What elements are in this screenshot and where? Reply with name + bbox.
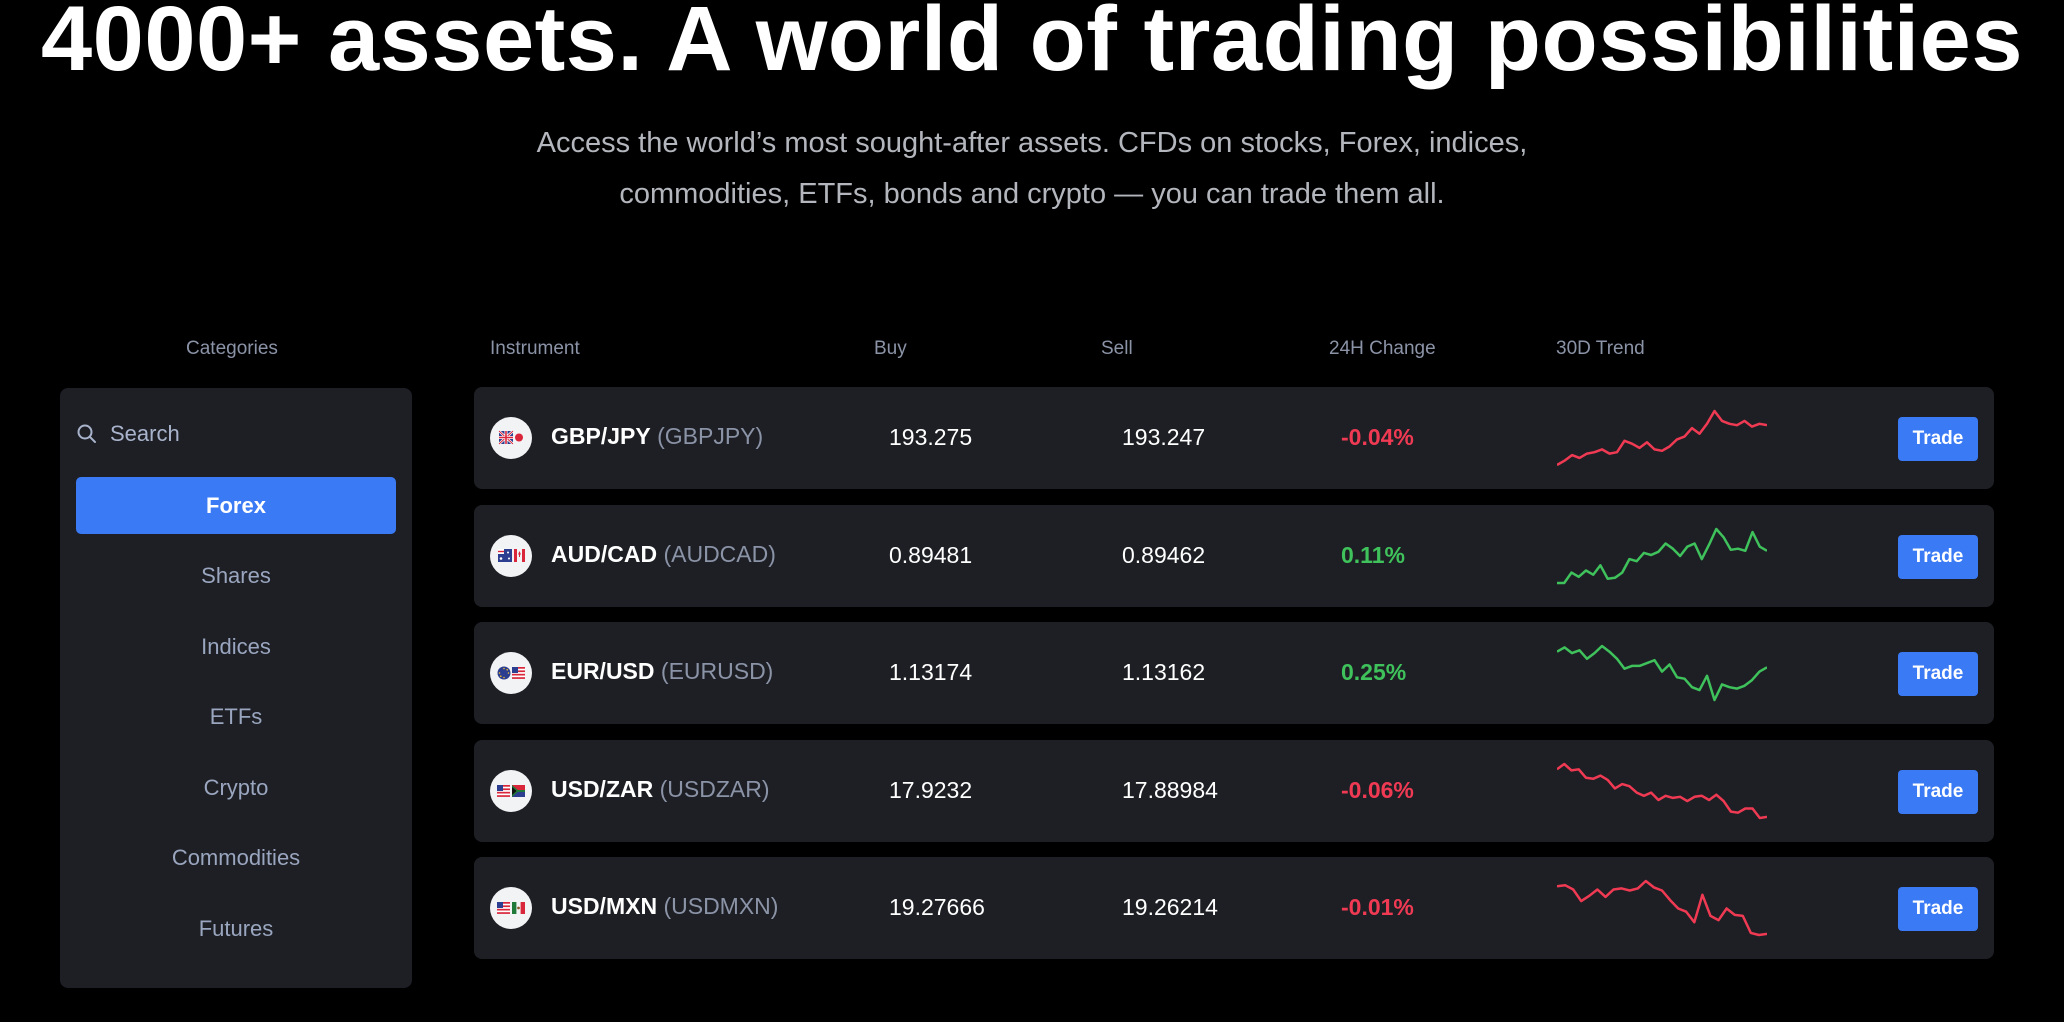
change-value: -0.04% xyxy=(1341,424,1414,450)
instrument-name: USD/MXN (USDMXN) xyxy=(551,893,778,920)
categories-heading: Categories xyxy=(186,338,278,359)
trade-button[interactable]: Trade xyxy=(1898,535,1978,579)
category-forex[interactable]: Forex xyxy=(76,477,396,534)
sell-column-header: Sell xyxy=(1101,338,1133,359)
trend-sparkline xyxy=(1557,762,1767,820)
trade-button[interactable]: Trade xyxy=(1898,887,1978,931)
trend-sparkline xyxy=(1557,527,1767,585)
buy-price: 193.275 xyxy=(889,424,973,450)
usd-mxn-flags-icon xyxy=(490,887,532,929)
buy-price: 0.89481 xyxy=(889,542,973,568)
pair-symbol: USD/MXN xyxy=(551,893,658,919)
aud-cad-flags-icon xyxy=(490,535,532,577)
search-input[interactable] xyxy=(110,421,370,447)
pair-code: (GBPJPY) xyxy=(657,423,764,449)
pair-code: (EURUSD) xyxy=(660,658,774,684)
eur-usd-flags-icon xyxy=(490,652,532,694)
pair-symbol: GBP/JPY xyxy=(551,423,651,449)
sell-price: 0.89462 xyxy=(1122,542,1206,568)
pair-symbol: USD/ZAR xyxy=(551,776,654,802)
buy-price: 17.9232 xyxy=(889,777,973,803)
instrument-name: USD/ZAR (USDZAR) xyxy=(551,776,770,803)
trend-sparkline xyxy=(1557,409,1767,467)
sell-price: 17.88984 xyxy=(1122,777,1218,803)
change-column-header: 24H Change xyxy=(1329,338,1436,359)
search-box[interactable] xyxy=(76,412,396,456)
instrument-name: EUR/USD (EURUSD) xyxy=(551,658,773,685)
pair-code: (AUDCAD) xyxy=(663,541,776,567)
instrument-name: AUD/CAD (AUDCAD) xyxy=(551,541,776,568)
buy-price: 1.13174 xyxy=(889,659,973,685)
trade-button[interactable]: Trade xyxy=(1898,652,1978,696)
hero-subtitle-line-1: Access the world’s most sought-after ass… xyxy=(536,127,1528,159)
category-commodities[interactable]: Commodities xyxy=(171,844,301,870)
trade-button[interactable]: Trade xyxy=(1898,417,1978,461)
trend-line xyxy=(1557,409,1767,467)
trend-column-header: 30D Trend xyxy=(1556,338,1645,359)
pair-code: (USDZAR) xyxy=(659,776,770,802)
pair-symbol: EUR/USD xyxy=(551,658,655,684)
change-value: 0.11% xyxy=(1341,542,1405,568)
categories-panel: Forex Shares Indices ETFs Crypto Commodi… xyxy=(60,388,412,988)
sell-price: 19.26214 xyxy=(1122,894,1218,920)
hero-title: 4000+ assets. A world of trading possibi… xyxy=(41,0,2023,90)
change-value: -0.06% xyxy=(1341,777,1414,803)
instrument-row-usdzar[interactable]: USD/ZAR (USDZAR) 17.9232 17.88984 -0.06%… xyxy=(474,740,1994,842)
trend-line xyxy=(1557,879,1767,937)
instrument-name: GBP/JPY (GBPJPY) xyxy=(551,423,763,450)
instrument-row-audcad[interactable]: AUD/CAD (AUDCAD) 0.89481 0.89462 0.11% T… xyxy=(474,505,1994,607)
change-value: -0.01% xyxy=(1341,894,1414,920)
instrument-row-eurusd[interactable]: EUR/USD (EURUSD) 1.13174 1.13162 0.25% T… xyxy=(474,622,1994,724)
trend-line xyxy=(1557,527,1767,585)
instrument-row-usdmxn[interactable]: USD/MXN (USDMXN) 19.27666 19.26214 -0.01… xyxy=(474,857,1994,959)
instrument-column-header: Instrument xyxy=(490,338,580,359)
pair-symbol: AUD/CAD xyxy=(551,541,658,567)
search-icon xyxy=(77,424,96,443)
buy-column-header: Buy xyxy=(874,338,907,359)
change-value: 0.25% xyxy=(1341,659,1407,685)
sell-price: 193.247 xyxy=(1122,424,1206,450)
category-shares[interactable]: Shares xyxy=(201,562,271,588)
buy-price: 19.27666 xyxy=(889,894,985,920)
trend-line xyxy=(1557,644,1767,702)
trend-sparkline xyxy=(1557,644,1767,702)
pair-code: (USDMXN) xyxy=(663,893,779,919)
trend-line xyxy=(1557,762,1767,820)
category-etfs[interactable]: ETFs xyxy=(209,703,263,729)
category-indices[interactable]: Indices xyxy=(201,633,271,659)
category-futures[interactable]: Futures xyxy=(198,915,274,941)
hero-subtitle: Access the world’s most sought-after ass… xyxy=(482,118,1582,220)
trend-sparkline xyxy=(1557,879,1767,937)
hero-subtitle-line-2: commodities, ETFs, bonds and crypto — yo… xyxy=(619,178,1445,210)
gbp-jpy-flags-icon xyxy=(490,417,532,459)
sell-price: 1.13162 xyxy=(1122,659,1206,685)
instrument-row-gbpjpy[interactable]: GBP/JPY (GBPJPY) 193.275 193.247 -0.04% … xyxy=(474,387,1994,489)
usd-zar-flags-icon xyxy=(490,770,532,812)
category-crypto[interactable]: Crypto xyxy=(203,774,269,800)
trade-button[interactable]: Trade xyxy=(1898,770,1978,814)
